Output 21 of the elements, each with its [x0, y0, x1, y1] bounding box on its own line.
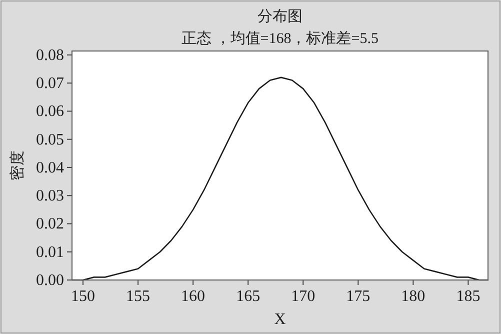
chart-title: 分布图: [258, 8, 302, 25]
y-tick-label: 0.06: [36, 103, 64, 120]
y-tick-label: 0.03: [36, 188, 64, 205]
x-tick-label: 170: [291, 288, 316, 305]
x-tick-label: 185: [456, 288, 480, 305]
chart-subtitle: 正态 ，均值=168，标准差=5.5: [182, 30, 378, 47]
y-tick-label: 0.05: [36, 131, 64, 148]
x-tick-label: 175: [346, 288, 370, 305]
y-tick-label: 0.04: [36, 159, 64, 176]
y-tick-label: 0.02: [36, 216, 64, 233]
y-tick-label: 0.00: [36, 272, 64, 289]
y-tick-label: 0.08: [36, 46, 64, 64]
x-tick-label: 155: [126, 288, 150, 305]
x-tick-label: 180: [401, 288, 426, 305]
x-tick-label: 150: [71, 288, 96, 305]
y-axis-title: 密度: [9, 150, 26, 180]
x-tick-label: 160: [181, 288, 206, 305]
y-tick-label: 0.07: [36, 75, 64, 92]
x-tick-label: 165: [236, 288, 260, 305]
x-axis-title: X: [274, 311, 286, 328]
y-tick-label: 0.01: [36, 244, 64, 261]
